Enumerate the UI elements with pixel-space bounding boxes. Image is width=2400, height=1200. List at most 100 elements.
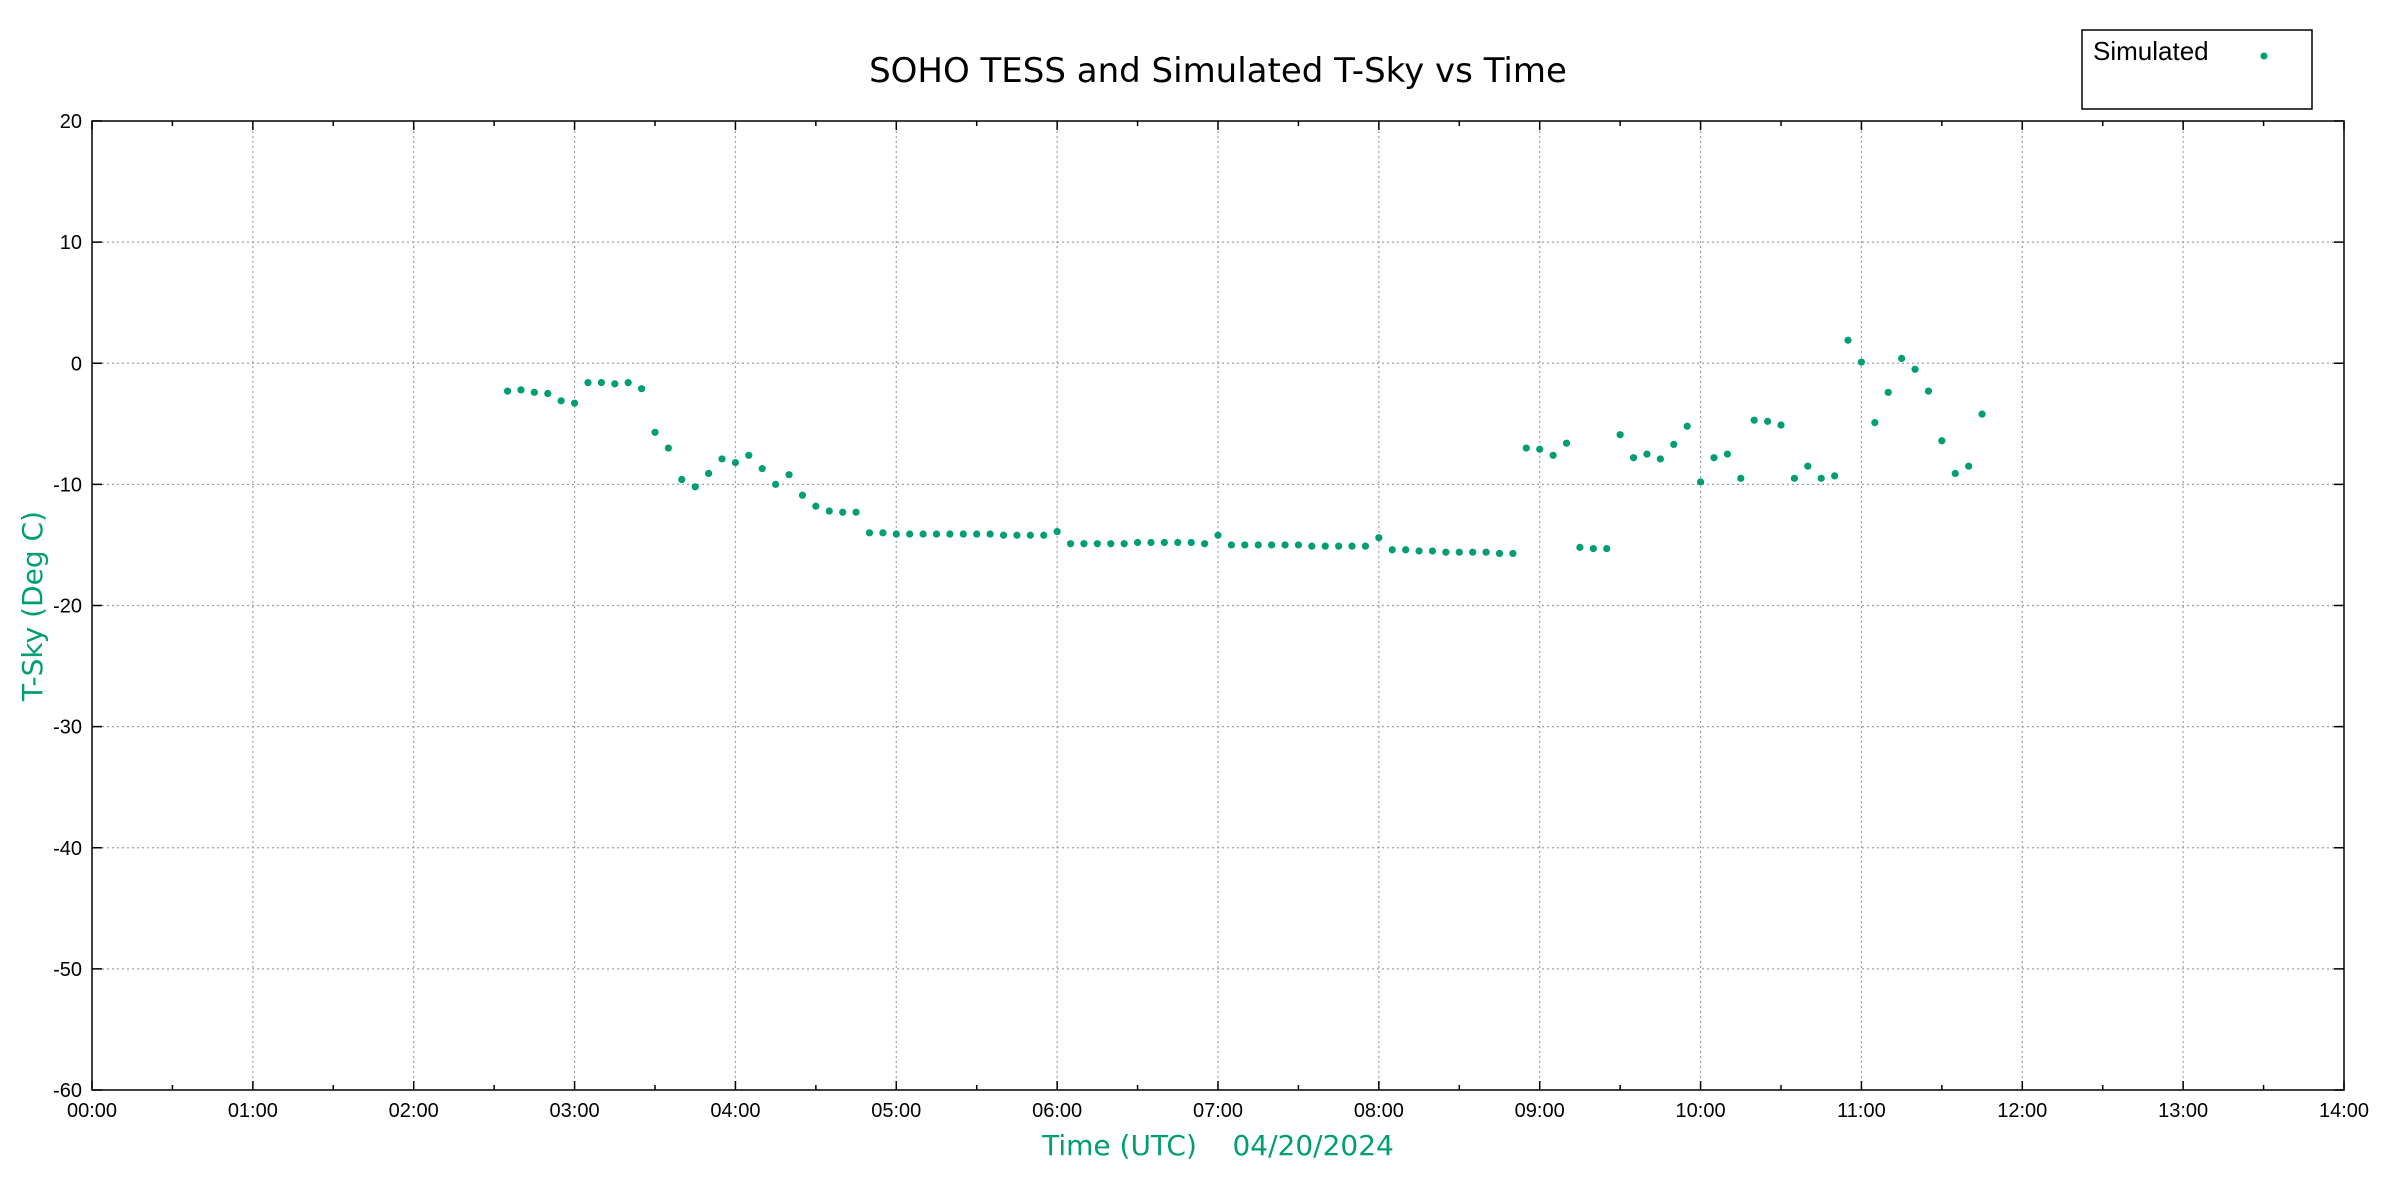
x-tick-label: 11:00 xyxy=(1837,1100,1886,1122)
data-point xyxy=(1629,454,1638,462)
data-point xyxy=(651,428,659,436)
data-point xyxy=(1750,416,1758,424)
data-point xyxy=(1321,542,1329,550)
data-point xyxy=(1831,472,1839,480)
data-point xyxy=(678,475,686,484)
legend-box xyxy=(2081,29,2313,110)
data-point xyxy=(1080,540,1088,548)
data-point xyxy=(798,491,807,499)
data-point xyxy=(812,502,820,510)
data-point xyxy=(1241,541,1249,549)
y-tick-labels: 20 10 0 -10 -20 -30 -40 -50 -60 xyxy=(53,111,82,1102)
legend: Simulated xyxy=(2081,29,2313,110)
data-point xyxy=(986,530,994,538)
y-tick-label: -60 xyxy=(53,1080,82,1102)
data-point xyxy=(1951,469,1959,478)
x-tick-label: 02:00 xyxy=(389,1100,439,1122)
data-point xyxy=(1817,474,1825,482)
data-point xyxy=(1911,365,1919,373)
data-point xyxy=(785,471,793,479)
data-point xyxy=(1898,354,1906,363)
data-point xyxy=(1348,542,1356,550)
data-point xyxy=(1335,542,1343,550)
data-point xyxy=(1294,541,1303,549)
data-point xyxy=(530,388,538,396)
x-tick-label: 04:00 xyxy=(710,1100,760,1122)
data-point xyxy=(1723,450,1731,458)
data-point xyxy=(1107,540,1115,548)
data-point xyxy=(1281,541,1289,549)
data-point xyxy=(1603,544,1611,553)
grid-lines xyxy=(92,121,2344,1090)
y-tick-label: -30 xyxy=(53,717,82,739)
data-point xyxy=(1066,540,1075,548)
legend-marker-simulated xyxy=(2260,52,2268,60)
data-point xyxy=(1013,531,1021,539)
data-point xyxy=(1214,531,1222,539)
data-point xyxy=(1026,531,1034,539)
data-point xyxy=(1656,455,1664,463)
data-point xyxy=(1844,336,1852,344)
data-point xyxy=(946,530,954,538)
data-point xyxy=(1790,474,1799,482)
data-point xyxy=(1763,417,1772,425)
data-point xyxy=(906,530,914,538)
data-point xyxy=(1495,549,1504,558)
data-point xyxy=(503,387,512,395)
data-point xyxy=(825,507,833,515)
data-point xyxy=(1160,538,1168,547)
data-point xyxy=(852,508,860,516)
data-point xyxy=(839,508,847,516)
data-point xyxy=(973,530,981,538)
data-point xyxy=(999,531,1008,539)
data-point xyxy=(1133,538,1142,547)
data-point xyxy=(1147,538,1155,547)
x-tick-label: 01:00 xyxy=(228,1100,278,1122)
data-point xyxy=(1093,540,1101,548)
data-point xyxy=(1120,540,1128,548)
data-point xyxy=(1174,538,1182,547)
data-point xyxy=(1254,541,1262,549)
data-point xyxy=(879,529,887,537)
data-point xyxy=(1616,431,1624,439)
data-point xyxy=(1268,541,1276,549)
chart-title: SOHO TESS and Simulated T-Sky vs Time xyxy=(869,51,1567,91)
data-point xyxy=(611,380,619,388)
data-point xyxy=(544,389,552,398)
data-point xyxy=(1804,462,1812,470)
data-point xyxy=(1965,462,1973,470)
data-point xyxy=(772,480,780,488)
y-tick-label: -10 xyxy=(53,474,82,496)
data-point xyxy=(1375,534,1383,542)
y-tick-label: 10 xyxy=(60,232,82,254)
data-point xyxy=(1576,543,1584,551)
data-point xyxy=(1187,538,1195,547)
data-point xyxy=(1509,549,1517,558)
legend-label-simulated: Simulated xyxy=(2093,36,2209,66)
x-axis-title: Time (UTC) 04/20/2024 xyxy=(1041,1129,1394,1162)
data-point xyxy=(1428,547,1437,555)
data-point xyxy=(1455,548,1463,556)
y-tick-label: 20 xyxy=(60,111,82,133)
data-point xyxy=(1227,541,1236,549)
x-tick-label: 14:00 xyxy=(2319,1100,2369,1122)
data-point xyxy=(1469,548,1477,556)
x-tick-label: 05:00 xyxy=(871,1100,921,1122)
data-point xyxy=(1643,450,1651,458)
data-point xyxy=(637,385,646,393)
y-tick-label: -20 xyxy=(53,596,82,618)
data-point xyxy=(1871,419,1879,427)
data-point xyxy=(865,529,874,537)
data-point xyxy=(1040,531,1048,539)
data-point xyxy=(1696,478,1705,486)
data-point xyxy=(731,458,740,467)
x-tick-label: 03:00 xyxy=(550,1100,600,1122)
y-tick-label: -50 xyxy=(53,959,82,981)
data-point xyxy=(1549,451,1557,459)
data-point xyxy=(919,530,927,538)
data-point xyxy=(705,469,713,478)
data-point xyxy=(1522,444,1530,452)
data-point xyxy=(1777,421,1785,429)
x-tick-labels: 00:00 01:00 02:00 03:00 04:00 05:00 06:00 07:00… xyxy=(67,1100,2369,1122)
